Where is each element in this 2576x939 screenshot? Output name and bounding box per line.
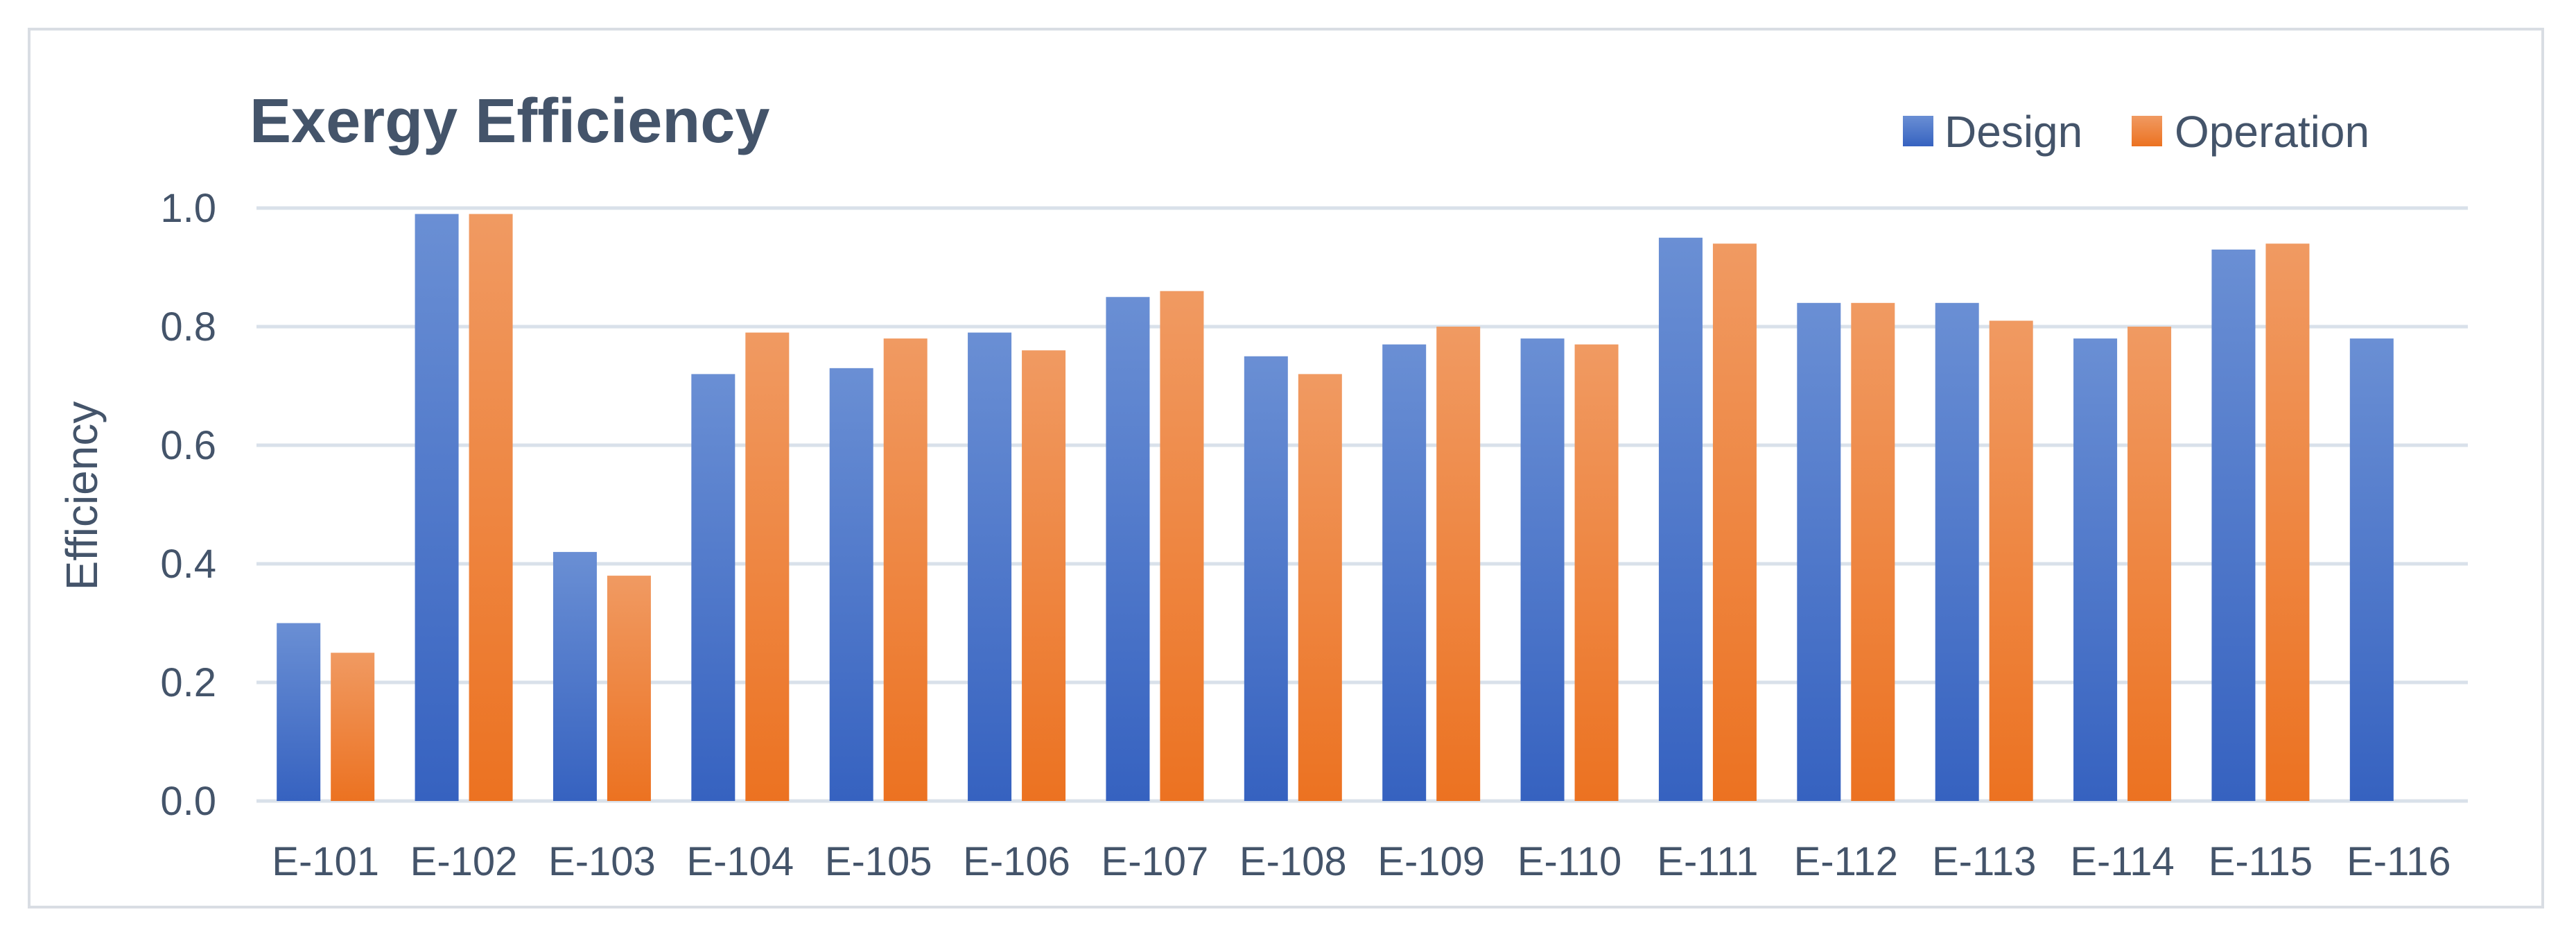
bar-operation-e-108 [1298, 374, 1342, 801]
x-tick-labels: E-101 E-102 E-103 E-104 E-105 E-106 E-107 E-108… [272, 839, 2451, 884]
bar-design-e-104 [691, 374, 736, 801]
bar-operation-e-110 [1574, 344, 1619, 801]
bar-operation-e-111 [1712, 243, 1757, 801]
bar-design-e-102 [415, 214, 459, 801]
bar-operation-e-115 [2265, 243, 2310, 801]
bar-design-e-113 [1935, 302, 1979, 801]
bar-design-e-111 [1658, 237, 1703, 801]
x-tick-label: E-107 [1102, 839, 1209, 884]
bar-design-e-112 [1797, 302, 1841, 801]
x-tick-label: E-110 [1517, 839, 1621, 884]
bar-design-e-110 [1520, 338, 1565, 802]
bar-operation-e-101 [331, 653, 375, 801]
x-tick-label: E-106 [963, 839, 1070, 884]
legend-swatch-operation [2132, 116, 2162, 146]
bar-operation-e-103 [607, 576, 651, 801]
bar-design-e-106 [968, 332, 1012, 801]
y-tick-label: 0.2 [160, 660, 216, 705]
bar-design-e-114 [2073, 338, 2118, 802]
y-tick-label: 0.8 [160, 304, 216, 350]
bar-design-e-108 [1244, 356, 1288, 801]
legend-label-design: Design [1944, 107, 2082, 157]
y-tick-labels: 0.0 0.2 0.4 0.6 0.8 1.0 [160, 186, 216, 824]
x-tick-label: E-102 [410, 839, 518, 884]
x-tick-label: E-101 [272, 839, 379, 884]
legend-swatch-design [1903, 116, 1933, 146]
y-tick-label: 0.0 [160, 779, 216, 824]
bar-operation-e-112 [1851, 302, 1895, 801]
bar-design-e-107 [1106, 297, 1150, 801]
y-tick-label: 0.4 [160, 542, 216, 587]
x-tick-label: E-112 [1794, 839, 1898, 884]
y-tick-label: 1.0 [160, 186, 216, 231]
legend-label-operation: Operation [2175, 107, 2369, 157]
x-tick-label: E-111 [1657, 839, 1758, 884]
bar-operation-e-107 [1160, 291, 1204, 801]
x-tick-label: E-105 [825, 839, 932, 884]
x-tick-label: E-109 [1377, 839, 1485, 884]
x-tick-label: E-116 [2347, 839, 2451, 884]
x-tick-label: E-104 [686, 839, 794, 884]
bar-operation-e-113 [1989, 320, 2033, 801]
bar-operation-e-105 [883, 338, 928, 802]
bar-operation-e-106 [1022, 350, 1066, 801]
bar-design-e-109 [1382, 344, 1427, 801]
y-axis-label: Efficiency [57, 402, 107, 591]
y-tick-label: 0.6 [160, 423, 216, 468]
bar-design-e-116 [2349, 338, 2394, 802]
bar-operation-e-104 [745, 332, 790, 801]
x-tick-label: E-103 [548, 839, 656, 884]
bar-operation-e-109 [1436, 327, 1481, 801]
legend: Design Operation [1903, 107, 2369, 157]
bar-design-e-105 [829, 368, 873, 801]
bar-design-e-115 [2211, 249, 2256, 802]
chart-title: Exergy Efficiency [250, 87, 769, 156]
bar-operation-e-102 [469, 214, 513, 801]
x-tick-label: E-114 [2070, 839, 2174, 884]
bar-operation-e-114 [2127, 327, 2172, 801]
bars [277, 214, 2394, 802]
bar-design-e-103 [552, 551, 597, 801]
x-tick-label: E-108 [1239, 839, 1347, 884]
x-tick-label: E-113 [1932, 839, 2036, 884]
x-tick-label: E-115 [2209, 839, 2313, 884]
bar-design-e-101 [277, 623, 321, 801]
